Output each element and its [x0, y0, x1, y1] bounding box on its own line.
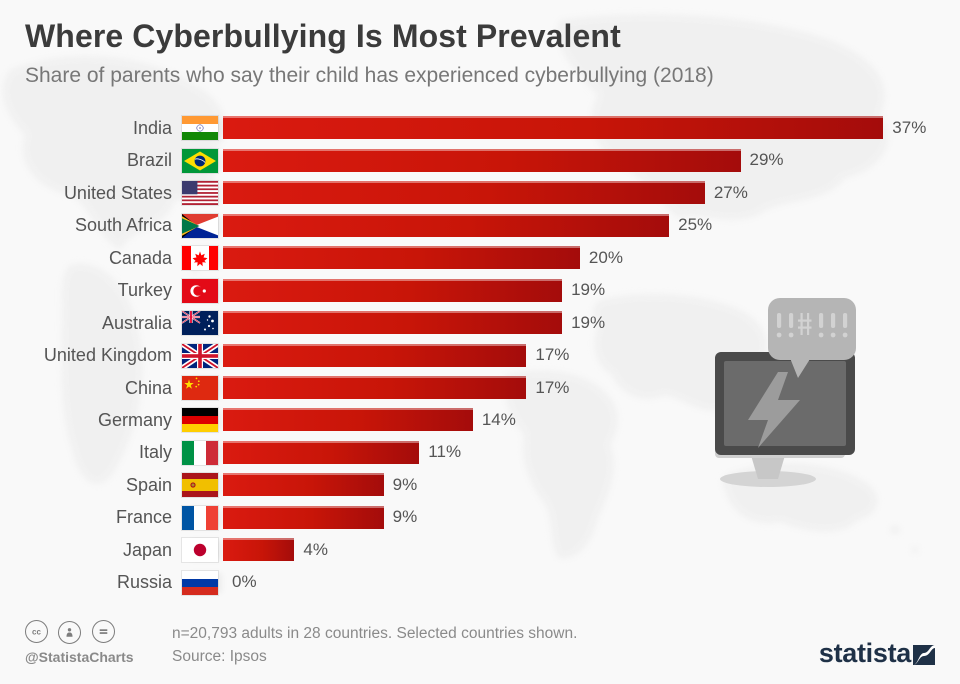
- svg-text:cc: cc: [32, 627, 41, 636]
